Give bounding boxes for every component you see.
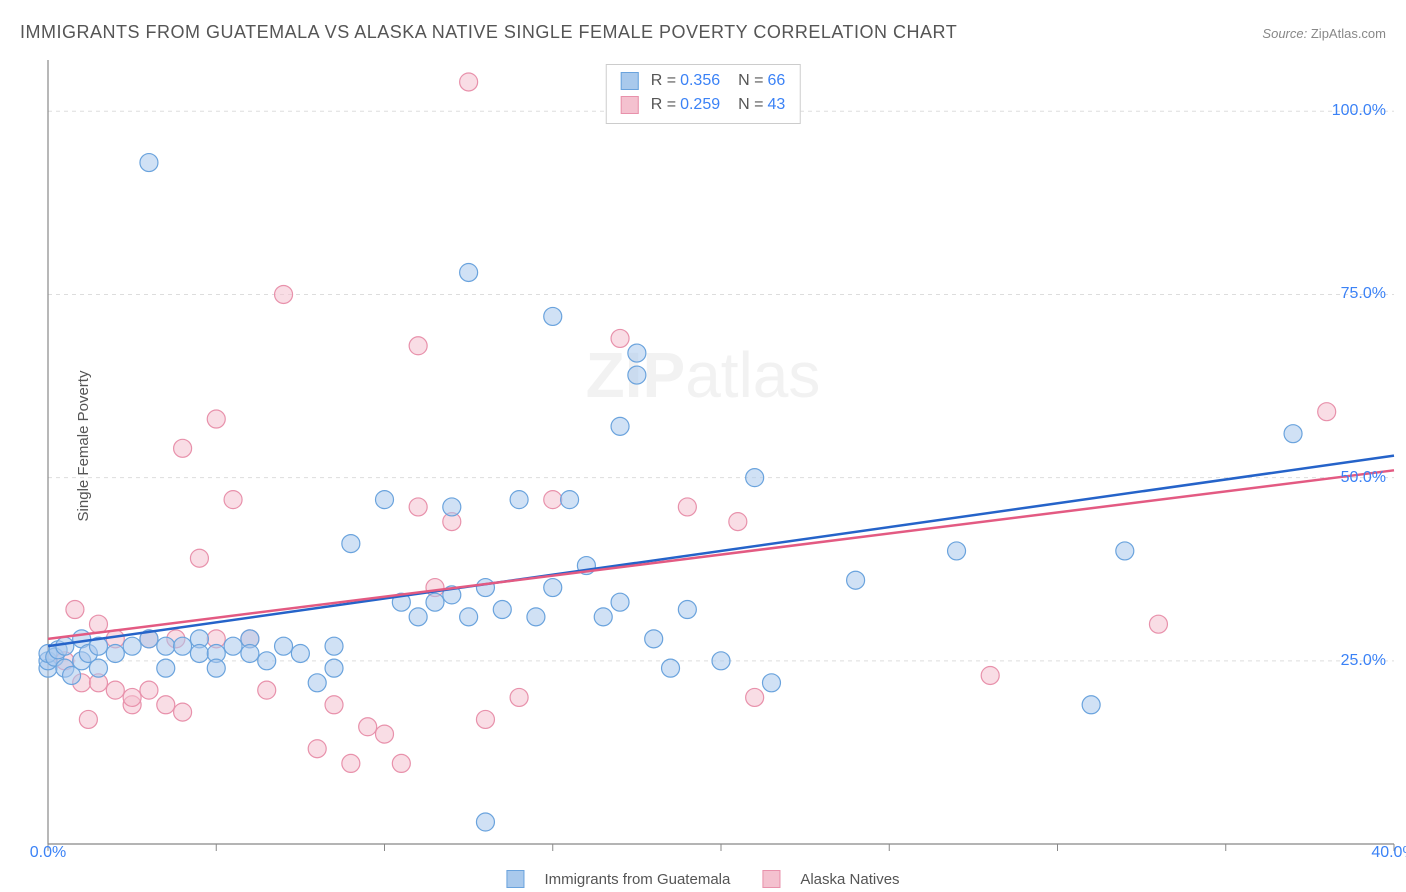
correlation-legend: R =0.356N =66R =0.259N =43 <box>606 64 801 124</box>
x-tick-label: 0.0% <box>30 844 66 862</box>
y-tick-label: 25.0% <box>1341 652 1386 670</box>
series-legend-label: Alaska Natives <box>800 871 899 888</box>
legend-swatch <box>621 72 639 90</box>
legend-swatch <box>621 96 639 114</box>
y-tick-label: 50.0% <box>1341 469 1386 487</box>
series-legend-item: Immigrants from Guatemala <box>506 870 730 888</box>
series-legend-label: Immigrants from Guatemala <box>544 871 730 888</box>
legend-row: R =0.259N =43 <box>621 93 786 117</box>
scatter-chart <box>0 0 1406 892</box>
legend-swatch <box>762 870 780 888</box>
legend-row: R =0.356N =66 <box>621 69 786 93</box>
y-tick-label: 75.0% <box>1341 285 1386 303</box>
y-tick-label: 100.0% <box>1332 102 1386 120</box>
series-legend-item: Alaska Natives <box>762 870 899 888</box>
x-tick-label: 40.0% <box>1371 844 1406 862</box>
series-legend: Immigrants from Guatemala Alaska Natives <box>506 870 899 888</box>
legend-swatch <box>506 870 524 888</box>
